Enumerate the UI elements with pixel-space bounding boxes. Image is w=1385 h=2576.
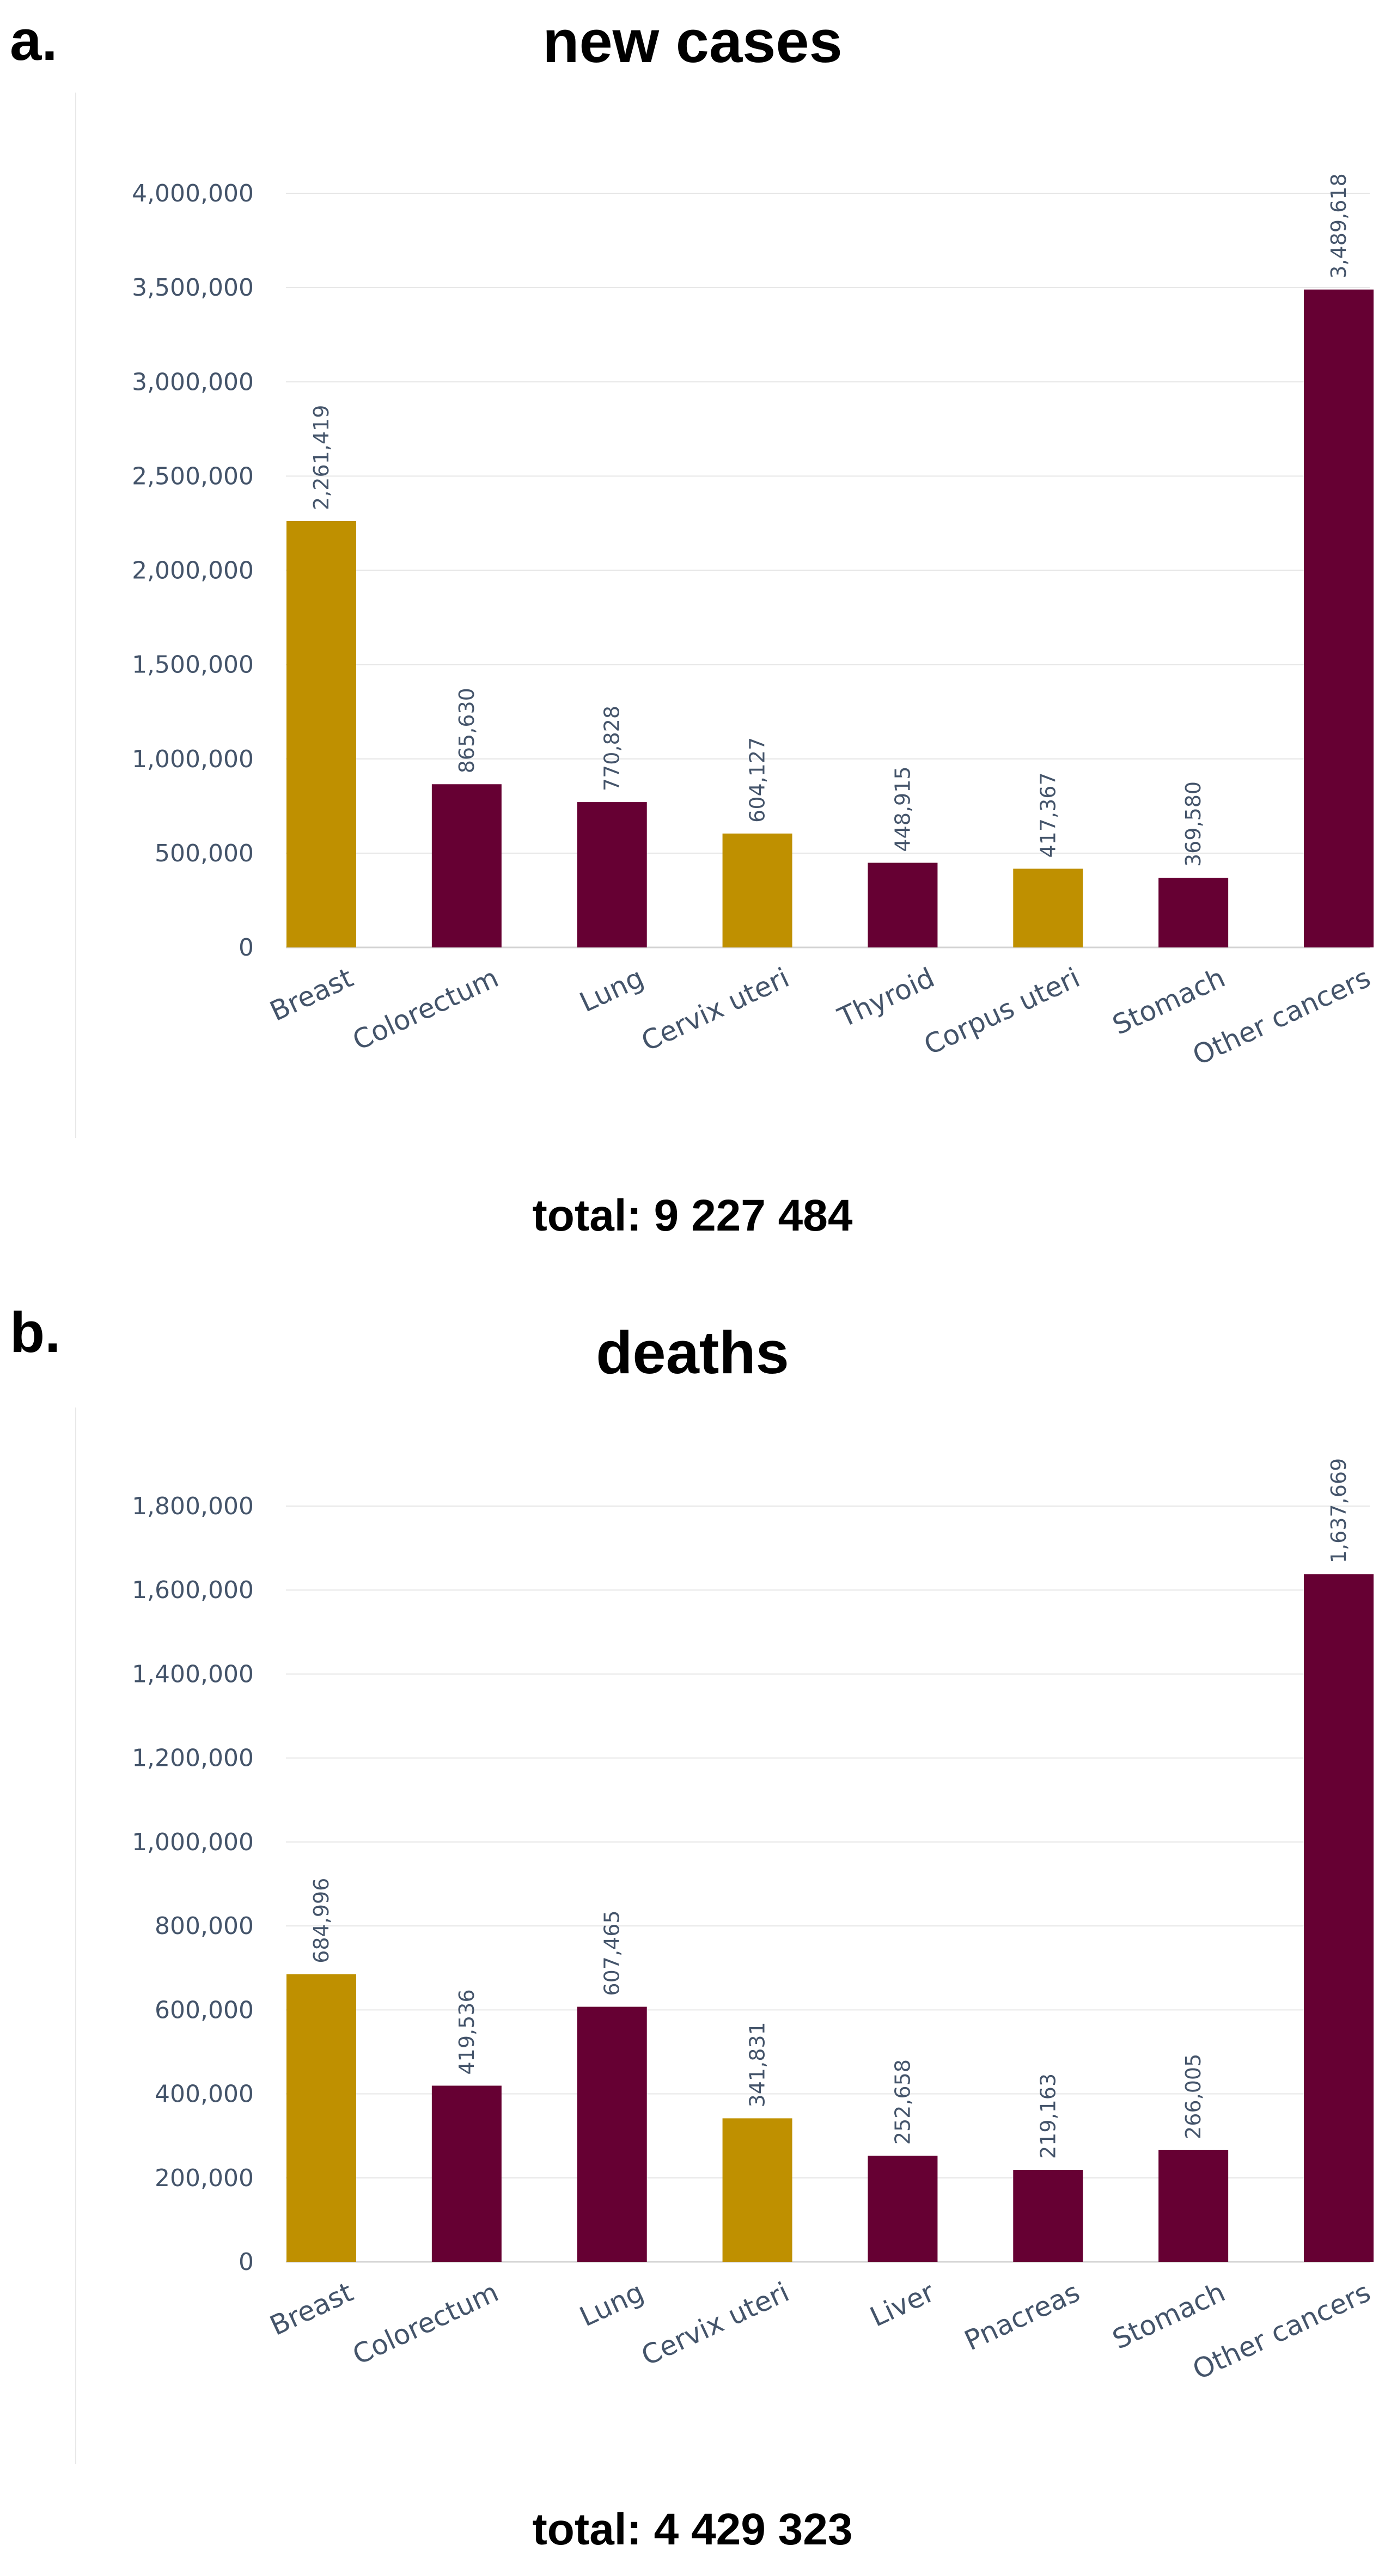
data-label: 604,127 — [746, 737, 770, 823]
data-label: 341,831 — [746, 2022, 770, 2107]
y-tick-label: 1,800,000 — [132, 1492, 254, 1520]
panel-b-label: b. — [10, 1301, 61, 1365]
y-tick-label: 2,500,000 — [132, 462, 254, 490]
data-label: 369,580 — [1181, 781, 1205, 867]
data-label: 3,489,618 — [1327, 173, 1351, 278]
bar — [577, 2006, 647, 2262]
x-tick-label: Lung — [575, 962, 649, 1018]
x-tick-label: Thyroid — [833, 962, 939, 1033]
chart-b-total: total: 4 429 323 — [532, 2505, 853, 2554]
bar — [1013, 2170, 1083, 2262]
bar — [722, 2118, 792, 2262]
x-tick-label: Cervix uteri — [637, 2276, 794, 2372]
y-tick-label: 3,500,000 — [132, 274, 254, 302]
x-tick-label: Lung — [575, 2276, 649, 2333]
y-tick-label: 0 — [239, 2248, 254, 2276]
x-tick-label: Stomach — [1108, 2276, 1230, 2355]
y-tick-label: 1,000,000 — [132, 745, 254, 773]
bar — [868, 2156, 938, 2262]
data-label: 607,465 — [600, 1910, 624, 1996]
chart-a-total: total: 9 227 484 — [532, 1191, 853, 1240]
chart-a-title: new cases — [542, 8, 843, 75]
chart-a: 0 500,000 1,000,000 1,500,000 2,000,000 2,500… — [132, 173, 1375, 1072]
data-label: 2,261,419 — [309, 405, 333, 510]
data-label: 770,828 — [600, 706, 624, 791]
chart-a-frame — [75, 93, 76, 1138]
y-tick-label: 600,000 — [155, 1996, 254, 2024]
y-tick-label: 500,000 — [155, 840, 254, 867]
bar — [1158, 878, 1229, 947]
data-label: 865,630 — [455, 688, 479, 773]
x-tick-label: Stomach — [1108, 962, 1230, 1041]
x-tick-label: Colorectum — [348, 2276, 503, 2371]
bar — [1304, 1574, 1374, 2262]
bar — [286, 1974, 356, 2262]
y-tick-label: 800,000 — [155, 1912, 254, 1940]
y-tick-label: 1,500,000 — [132, 651, 254, 679]
chart-b: 0 200,000 400,000 600,000 800,000 1,000,000 1,… — [132, 1458, 1375, 2386]
x-tick-label: Pnacreas — [960, 2276, 1084, 2357]
data-label: 448,915 — [890, 766, 914, 852]
y-tick-label: 4,000,000 — [132, 180, 254, 207]
data-label: 266,005 — [1181, 2054, 1205, 2139]
data-label: 219,163 — [1036, 2073, 1060, 2159]
bar — [868, 862, 938, 947]
y-tick-label: 1,200,000 — [132, 1745, 254, 1772]
data-label: 1,637,669 — [1327, 1458, 1351, 1563]
data-label: 684,996 — [309, 1878, 333, 1963]
x-tick-label: Breast — [265, 962, 358, 1027]
data-label: 252,658 — [890, 2059, 914, 2145]
y-tick-label: 0 — [239, 934, 254, 962]
y-tick-label: 200,000 — [155, 2164, 254, 2192]
y-tick-label: 400,000 — [155, 2081, 254, 2108]
chart-b-frame — [75, 1408, 76, 2464]
x-tick-label: Cervix uteri — [637, 962, 794, 1057]
bar — [1304, 289, 1374, 948]
bar — [1013, 868, 1083, 947]
bar — [722, 833, 792, 947]
bar — [577, 802, 647, 947]
x-tick-label: Liver — [865, 2276, 939, 2333]
y-tick-label: 3,000,000 — [132, 368, 254, 396]
y-tick-label: 2,000,000 — [132, 557, 254, 585]
y-tick-label: 1,400,000 — [132, 1660, 254, 1688]
bar — [286, 521, 356, 947]
x-tick-label: Corpus uteri — [919, 962, 1085, 1061]
x-tick-label: Colorectum — [348, 962, 503, 1056]
y-tick-label: 1,000,000 — [132, 1828, 254, 1856]
bar — [431, 784, 502, 947]
bar — [1158, 2150, 1229, 2262]
data-label: 419,536 — [455, 1989, 479, 2075]
data-label: 417,367 — [1036, 772, 1060, 858]
y-tick-label: 1,600,000 — [132, 1576, 254, 1604]
x-tick-label: Breast — [265, 2276, 358, 2342]
chart-b-title: deaths — [596, 1319, 789, 1386]
panel-a-label: a. — [10, 9, 58, 72]
bar — [431, 2085, 502, 2262]
